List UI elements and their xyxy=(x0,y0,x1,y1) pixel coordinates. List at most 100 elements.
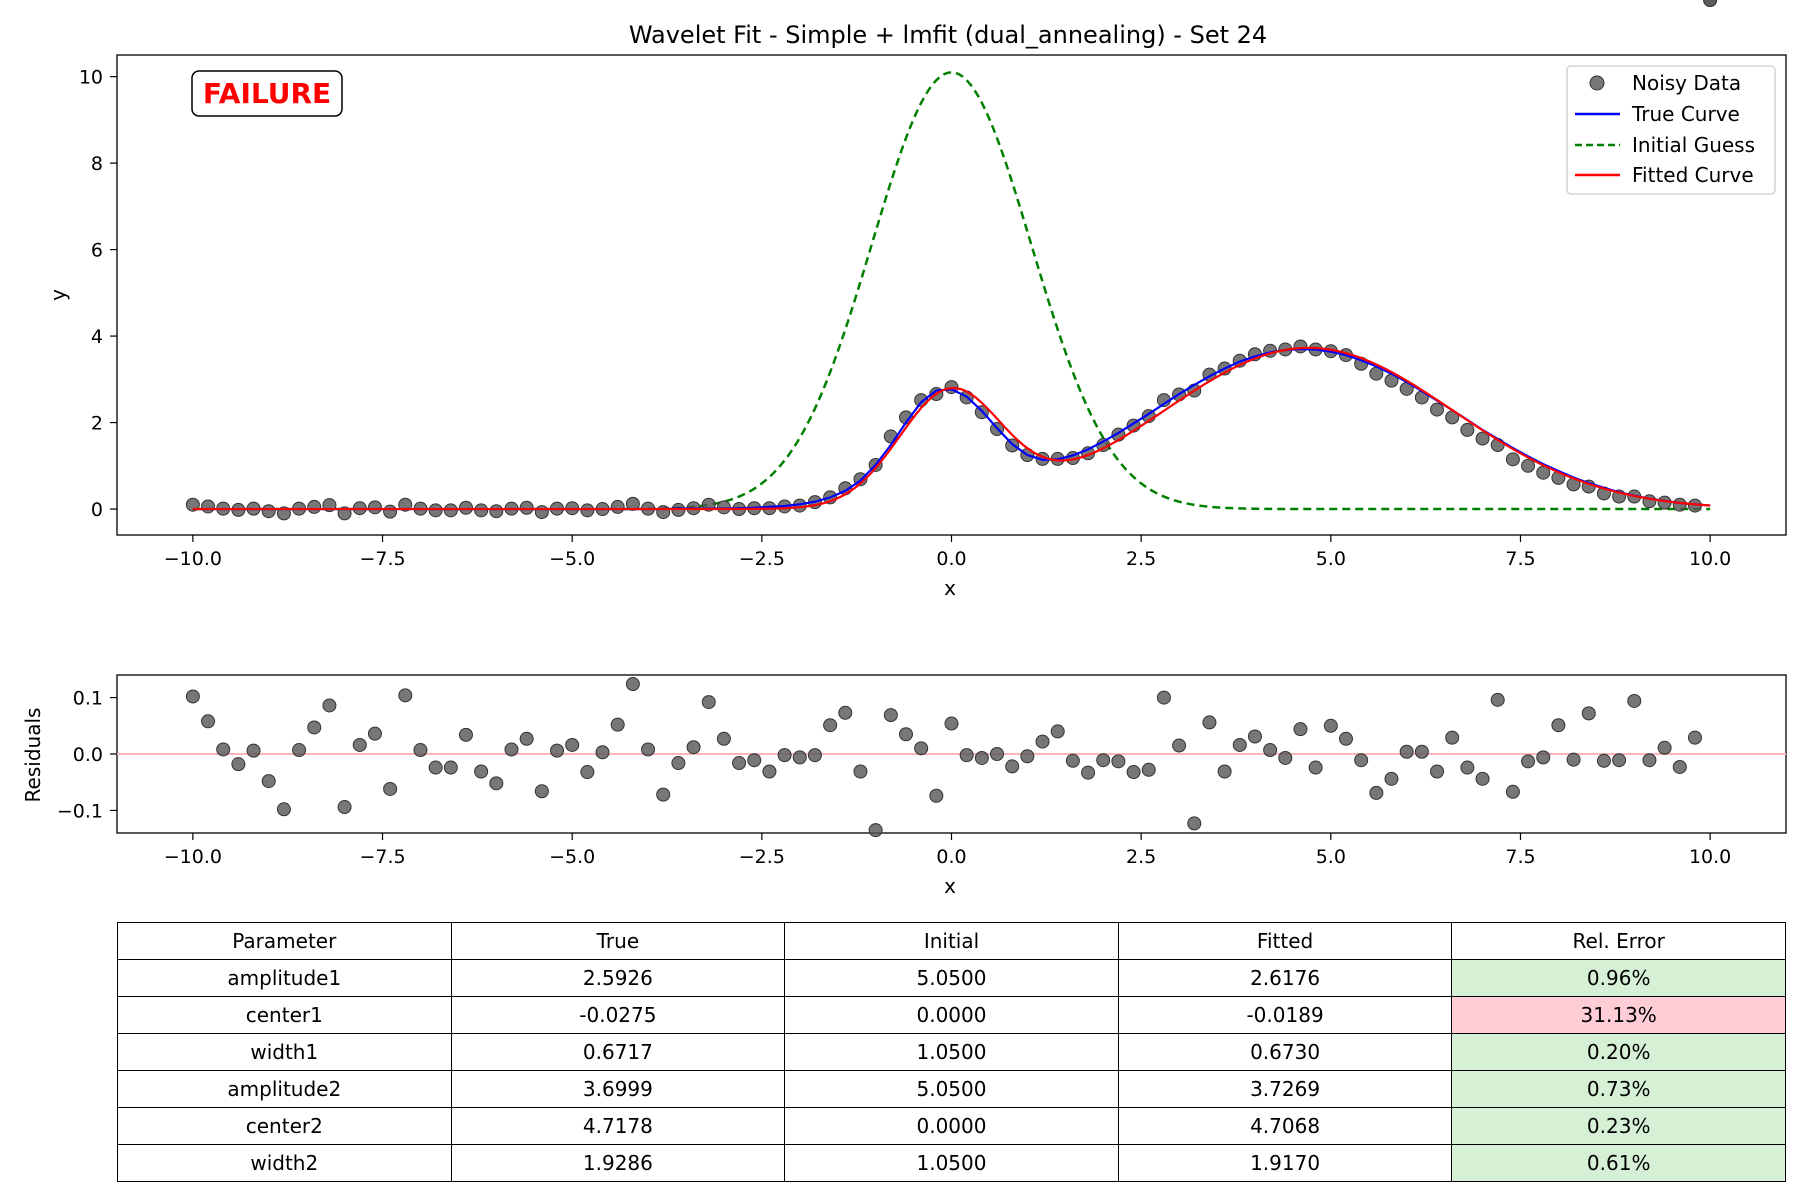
residual-point xyxy=(1187,816,1202,831)
noisy-data-point xyxy=(1521,458,1536,473)
residual-point xyxy=(489,776,504,791)
residual-point xyxy=(1111,754,1126,769)
main-y-axis-label: y xyxy=(46,289,70,301)
residuals-x-tick-label: 5.0 xyxy=(1316,846,1346,868)
noisy-data-point xyxy=(580,503,595,518)
main-series xyxy=(185,0,1718,521)
true-value-cell: 4.7178 xyxy=(450,1107,786,1145)
fitted-value-cell: 0.6730 xyxy=(1117,1033,1453,1071)
residual-point xyxy=(1596,753,1611,768)
residual-point xyxy=(853,764,868,779)
fitted-value-cell: -0.0189 xyxy=(1117,996,1453,1034)
residual-point xyxy=(701,695,716,710)
residual-point xyxy=(1247,729,1262,744)
residual-point xyxy=(716,731,731,746)
residual-point xyxy=(625,677,640,692)
legend-box xyxy=(1566,65,1776,195)
residual-point xyxy=(580,765,595,780)
param-name-cell: width1 xyxy=(117,1033,452,1071)
header-initial: Initial xyxy=(784,922,1119,960)
header-fitted: Fitted xyxy=(1117,922,1453,960)
residual-point xyxy=(1050,724,1065,739)
residual-point xyxy=(792,750,807,765)
residual-point xyxy=(883,708,898,723)
residual-point xyxy=(1156,690,1171,705)
residual-point xyxy=(201,714,216,729)
residual-point xyxy=(1278,750,1293,765)
residual-point xyxy=(1399,744,1414,759)
residual-point xyxy=(898,727,913,742)
main-y-tick-label: 8 xyxy=(91,153,103,175)
residual-point xyxy=(929,788,944,803)
residual-point xyxy=(944,716,959,731)
residual-point xyxy=(474,764,489,779)
table-row: center1 -0.0275 0.0000 -0.0189 31.13% xyxy=(117,996,1786,1034)
noisy-data-point xyxy=(1430,402,1445,417)
residual-point xyxy=(383,781,398,796)
residual-point xyxy=(823,718,838,733)
main-x-tick-label: 0.0 xyxy=(936,548,966,570)
main-x-tick-label: 5.0 xyxy=(1316,548,1346,570)
main-y-tick-label: 6 xyxy=(91,240,103,262)
main-x-tick-label: −10.0 xyxy=(164,548,222,570)
residual-point xyxy=(519,731,534,746)
residual-point xyxy=(1627,693,1642,708)
residual-point xyxy=(1581,706,1596,721)
noisy-data-point xyxy=(201,499,216,514)
residual-point xyxy=(1172,738,1187,753)
residual-point xyxy=(276,802,291,817)
rel-error-cell: 31.13% xyxy=(1451,996,1786,1034)
residuals-x-tick-label: −7.5 xyxy=(359,846,405,868)
main-x-tick-label: 10.0 xyxy=(1689,548,1731,570)
main-x-tick-label: −2.5 xyxy=(739,548,785,570)
residual-point xyxy=(974,750,989,765)
residual-point xyxy=(1217,764,1232,779)
initial-value-cell: 0.0000 xyxy=(784,996,1119,1034)
main-y-tick-label: 4 xyxy=(91,326,103,348)
residuals-x-tick-label: 7.5 xyxy=(1505,846,1535,868)
residual-point xyxy=(443,760,458,775)
noisy-data-point xyxy=(1505,452,1520,467)
noisy-data-point xyxy=(458,500,473,515)
legend-marker-noisy-data xyxy=(1589,75,1605,91)
residual-point xyxy=(1521,754,1536,769)
residual-point xyxy=(367,726,382,741)
fitted-curve-line xyxy=(192,346,1711,511)
residual-point xyxy=(1490,692,1505,707)
param-name-cell: width2 xyxy=(117,1144,452,1182)
rel-error-cell: 0.61% xyxy=(1451,1144,1786,1182)
main-y-ticks: 0 2 4 6 8 10 xyxy=(79,67,117,521)
noisy-data-point xyxy=(625,496,640,511)
main-plot: −10.0 −7.5 −5.0 −2.5 0.0 2.5 5.0 7.5 10.0 0 2 4 6 8 1… xyxy=(46,0,1787,600)
residual-point xyxy=(307,720,322,735)
table-row: width1 0.6717 1.0500 0.6730 0.20% xyxy=(117,1033,1786,1071)
noisy-data-point xyxy=(656,505,671,520)
main-x-axis-label: x xyxy=(944,576,956,600)
residual-point xyxy=(322,698,337,713)
fitted-value-cell: 1.9170 xyxy=(1117,1144,1453,1182)
true-value-cell: 3.6999 xyxy=(450,1070,786,1108)
residual-point xyxy=(1414,744,1429,759)
residual-point xyxy=(671,756,686,771)
legend-label-fitted-curve: Fitted Curve xyxy=(1632,163,1754,187)
failure-badge-box xyxy=(191,70,343,117)
residual-point xyxy=(990,747,1005,761)
residual-point xyxy=(1293,722,1308,737)
table-row: width2 1.9286 1.0500 1.9170 0.61% xyxy=(117,1144,1786,1182)
residual-point xyxy=(610,717,625,732)
main-x-tick-label: 2.5 xyxy=(1126,548,1156,570)
failure-badge-text: FAILURE xyxy=(203,77,331,110)
residuals-x-tick-label: 10.0 xyxy=(1689,846,1731,868)
noisy-data-point xyxy=(383,504,398,519)
residual-point xyxy=(1672,759,1687,774)
residuals-x-tick-label: −2.5 xyxy=(739,846,785,868)
residual-point xyxy=(1536,750,1551,765)
residual-point xyxy=(216,742,231,757)
residuals-x-tick-label: −5.0 xyxy=(549,846,595,868)
residual-point xyxy=(337,800,352,815)
residual-point xyxy=(1384,771,1399,786)
noisy-data-point xyxy=(519,500,534,515)
main-y-tick-label: 2 xyxy=(91,413,103,435)
noisy-data-point xyxy=(489,504,504,519)
chart-title: Wavelet Fit - Simple + lmfit (dual_annea… xyxy=(629,21,1267,49)
